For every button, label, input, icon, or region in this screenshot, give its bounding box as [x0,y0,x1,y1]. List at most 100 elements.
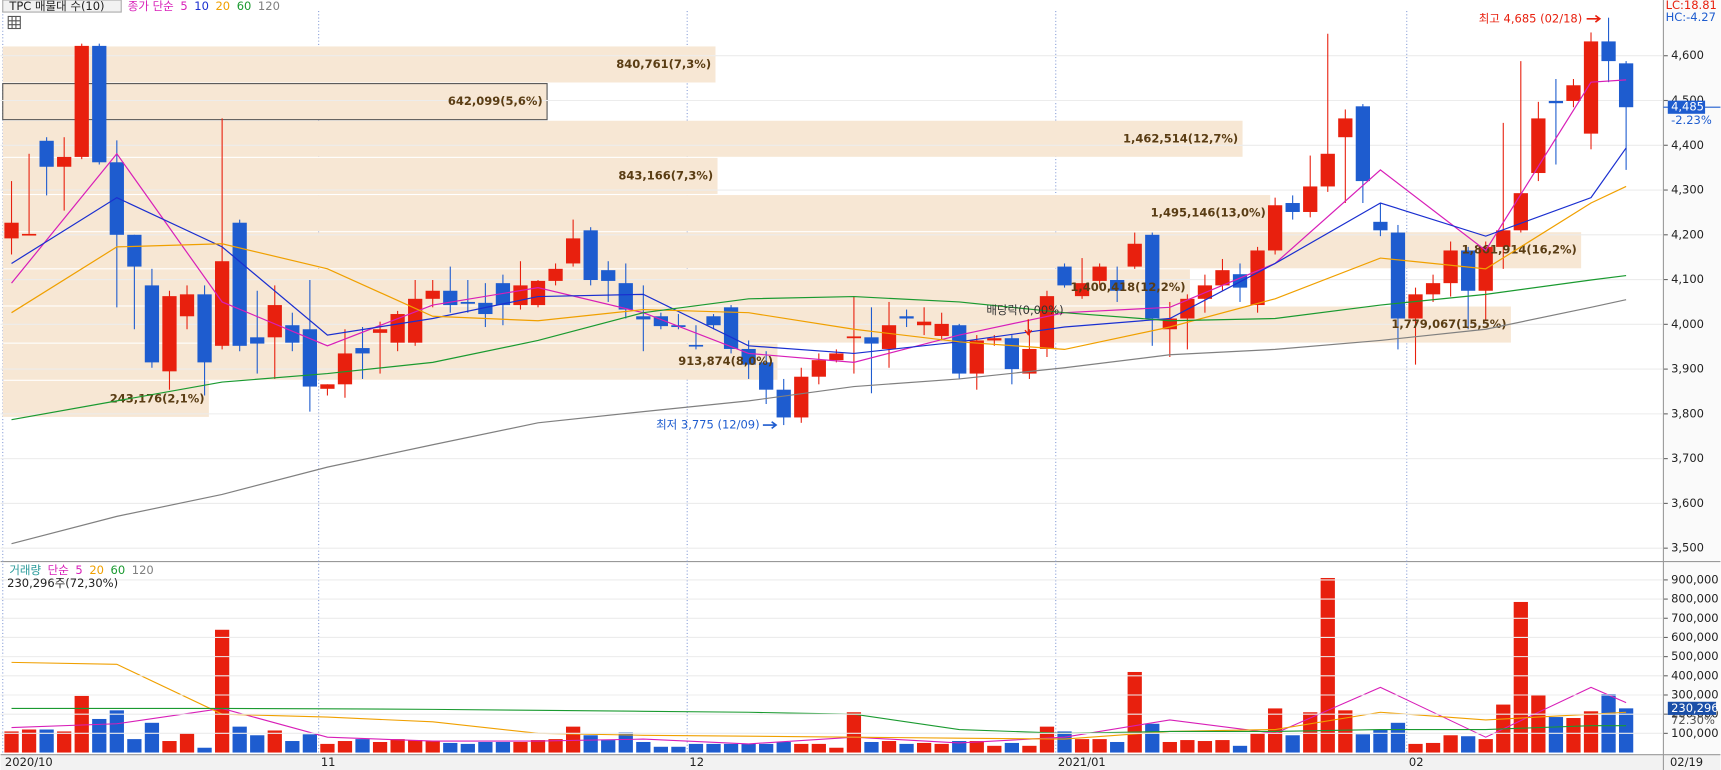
volume-bar [109,710,124,753]
volume-average [11,661,1627,740]
candle-body [583,230,598,281]
volume-bar [671,746,686,753]
volume-bar [1110,741,1125,753]
volume-bar [443,742,458,753]
candle-body [1461,250,1476,291]
volume-bar [250,735,265,753]
candle-body [969,340,984,374]
volume-bar [1583,711,1599,753]
volume-bar [723,743,739,753]
candle-body [601,270,616,281]
volume-bar [4,731,19,753]
volume-bar [1074,739,1090,753]
volume-bar [1162,741,1177,753]
candle-body [1215,270,1230,286]
volume-bar [794,743,809,753]
moving-average [11,147,1627,355]
volume-bar [1390,722,1406,753]
volume-bar [390,739,405,753]
y-tick-label: 3,700 [1671,451,1704,465]
volume-bar [987,745,1002,753]
legend-prefix: 단순 [48,563,69,577]
x-tick-label: 2021/01 [1058,755,1106,769]
volume-bar [1320,577,1335,753]
volume-bar [337,741,353,753]
candle-body [759,362,774,390]
candle-body [618,283,633,310]
y-tick-label: 600,000 [1671,630,1719,644]
y-tick-label: 4,600 [1671,48,1704,62]
candle-body [723,307,739,349]
candle-body [1425,283,1441,295]
candle-body [1531,118,1546,174]
volume-bar [1355,734,1370,753]
profile-band [2,46,716,83]
x-end-label: 02/19 [1670,755,1703,769]
volume-bar [899,743,914,753]
volume-bar [916,742,932,753]
volume-bar [1092,739,1107,753]
candle-body [794,376,809,418]
candle-body [495,283,511,306]
volume-bar [144,722,160,753]
event-arrow [1024,319,1033,336]
y-tick-label: 3,500 [1671,541,1704,555]
legend-item: 120 [258,0,280,13]
table-icon[interactable] [7,15,21,30]
volume-bar [460,743,475,753]
x-tick-label: 11 [321,755,336,769]
volume-bar [1004,742,1019,753]
x-tick-label: 12 [689,755,704,769]
volume-bar [1250,733,1265,753]
volume-bar [530,740,546,753]
candle-body [285,325,300,343]
volume-bar [179,733,195,753]
candle-body [21,233,37,236]
y-tick-label: 100,000 [1671,726,1719,740]
candle-body [214,261,230,346]
profile-band [2,120,1243,157]
candle-body [1285,203,1300,212]
icon-frame[interactable] [7,15,21,30]
volume-bar [618,732,633,753]
moving-average [11,79,1627,363]
candle-body [1583,41,1599,134]
volume-bar [1408,743,1423,753]
candle-body [127,234,142,267]
volume-bar [776,741,791,753]
candle-body [881,325,897,349]
candle-body [1338,118,1353,138]
volume-bar [688,743,704,753]
volume-bar [1478,739,1493,753]
low-annotation: 최저 3,775 (12/09) [656,418,760,432]
candle-body [952,325,967,374]
candle-body [39,140,54,167]
candle-body [1004,338,1019,370]
candle-body [1110,280,1125,291]
volume-bar [425,741,440,753]
candle-body [267,305,282,338]
candle-body [1601,41,1616,62]
candle-body [1127,243,1142,267]
volume-bar [1601,694,1616,753]
volume-info: 230,296주(72,30%) [7,576,118,590]
icon-grid[interactable] [8,16,21,29]
volume-bar [1618,708,1634,753]
candle-body [846,336,862,339]
band-label: 1,400,418(12,2%) [1070,280,1185,294]
candle-body [1513,193,1528,231]
candle-body [811,360,826,377]
candle-body [57,156,72,167]
candle-body [390,314,405,343]
y-tick-label: 4,300 [1671,183,1704,197]
volume-bar [1338,710,1353,753]
candle-body [425,290,440,299]
candle-body [636,316,651,320]
volume-bar [1180,740,1195,753]
candle-body [864,337,879,344]
candle-body [460,301,475,304]
y-tick-label: 4,400 [1671,138,1704,152]
candle-body [565,238,581,264]
candle-body [302,329,318,387]
